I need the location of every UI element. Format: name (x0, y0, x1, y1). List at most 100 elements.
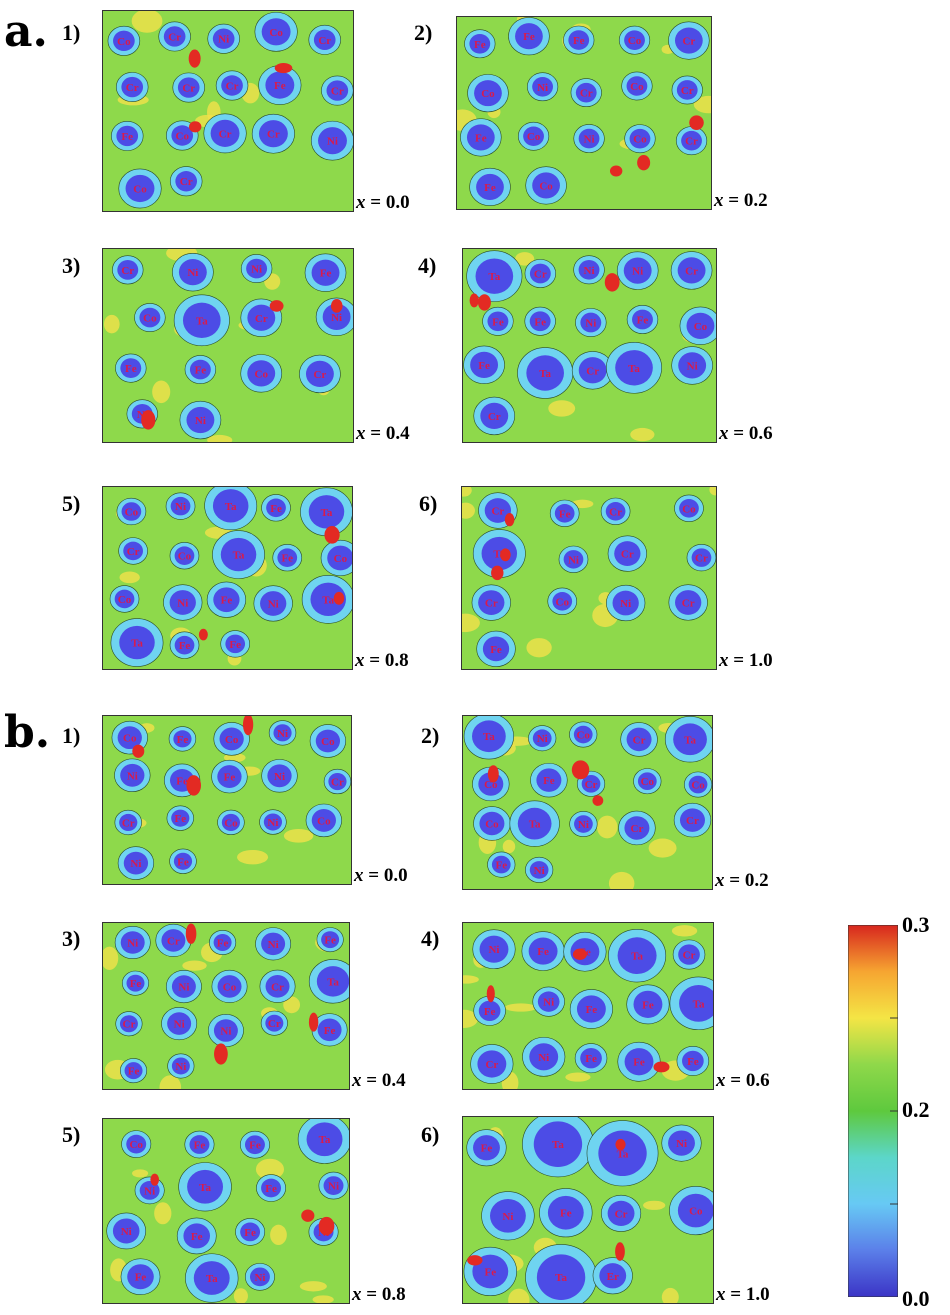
atom-label: Fe (244, 1227, 256, 1239)
composition-variable: x (719, 423, 729, 444)
atom-label: Ta (483, 731, 495, 743)
atom-label: Fe (121, 131, 133, 143)
atom-core (626, 76, 648, 96)
atom-label: Ni (268, 598, 279, 610)
atom-core (580, 1048, 602, 1069)
atom-core (316, 966, 349, 997)
atom-core (578, 128, 600, 149)
atom-label: Ni (584, 134, 595, 146)
atom-label: Cr (633, 734, 646, 746)
high-density-pocket (615, 1138, 626, 1151)
atom-label: Ta (199, 1182, 211, 1194)
atom-core (574, 815, 593, 833)
atom-label: Ni (177, 597, 188, 609)
colorbar-tick-bottom: 0.0 (902, 1286, 930, 1311)
atom-core (123, 541, 143, 561)
atom-label: Co (129, 1139, 143, 1151)
panel-number: 5) (62, 491, 81, 516)
atom-label: Fe (281, 553, 293, 565)
atom-core (182, 302, 221, 339)
high-density-pocket (572, 948, 587, 960)
atom-label: Ta (131, 638, 143, 650)
atom-core (187, 1169, 224, 1204)
atom-core (668, 1130, 695, 1156)
atom-core (633, 990, 663, 1018)
density-hotspot (661, 1287, 679, 1303)
atom-core (673, 723, 707, 756)
atom-core (119, 625, 155, 660)
atom-label: Cr (122, 817, 135, 829)
atom-core (575, 82, 597, 103)
high-density-pocket (604, 273, 620, 292)
atom-label: Fe (490, 644, 502, 656)
atom-label: Cr (631, 823, 644, 835)
atom-label: Cr (685, 265, 698, 277)
atom-label: Ni (187, 267, 198, 279)
atom-label: Fe (492, 316, 504, 328)
section-a-label: a. (4, 6, 48, 57)
atom-label: Cr (331, 777, 344, 789)
composition-value: = 0.0 (363, 865, 408, 886)
composition-value: = 0.8 (364, 650, 409, 671)
atom-label: Ta (693, 998, 705, 1010)
atom-label: Ni (620, 598, 631, 610)
atom-core (171, 809, 190, 827)
atom-label: Cr (586, 365, 599, 377)
atom-label: Fe (485, 1266, 497, 1278)
atom-core (246, 258, 268, 279)
atom-label: Cr (686, 815, 699, 827)
atom-label: Cr (267, 129, 280, 141)
atom-core (171, 125, 194, 146)
charge-density-plot: Co Fe Co Ni Co Ni Fe Fe Ni Cr Cr Fe Co Ni Co Ni Fe (103, 716, 351, 884)
atom-core (170, 496, 191, 516)
charge-density-map: Fe Ta Ta Ni Ni Fe Cr Co Fe Ta Er (462, 1116, 714, 1304)
atom-label: Cr (123, 1019, 136, 1031)
atom-core (529, 861, 549, 879)
atom-label: Ni (502, 1211, 513, 1223)
atom-core (161, 929, 186, 952)
charge-density-map: Co Ni Ta Fe Ta Cr Co Ta Fe Co Co Ni Fe Ni Ta Ta Fe Fe (102, 486, 353, 670)
atom-label: Cr (168, 31, 181, 43)
atom-label: Fe (475, 132, 487, 144)
atom-core (121, 76, 144, 98)
atom-core (120, 763, 145, 787)
atom-core (529, 263, 551, 284)
atom-core (213, 587, 240, 613)
high-density-pocket (491, 565, 504, 581)
high-density-pocket (274, 63, 293, 74)
atom-label: Cr (580, 88, 593, 100)
atom-core (174, 635, 195, 655)
composition-label: x = 0.0 (354, 865, 408, 887)
panel-number: 5) (62, 1122, 81, 1147)
atom-label: Co (641, 776, 655, 788)
atom-core (580, 312, 602, 333)
atom-label: Cr (318, 35, 331, 47)
atom-label: Ni (267, 817, 278, 829)
composition-value: = 0.8 (361, 1284, 406, 1305)
atom-core (124, 1062, 143, 1080)
atom-label: Ni (218, 34, 229, 46)
atom-core (267, 764, 292, 788)
atom-core (193, 1261, 230, 1295)
atom-label: Ni (687, 360, 698, 372)
atom-label: Ni (584, 265, 595, 277)
atom-label: Ni (127, 938, 138, 950)
atom-label: Co (628, 35, 642, 47)
density-hotspot (119, 571, 140, 584)
atom-label: Cr (226, 81, 239, 93)
atom-label: Co (633, 134, 647, 146)
atom-label: Co (321, 736, 335, 748)
panel-number: 4) (418, 253, 437, 278)
atom-core (677, 257, 706, 284)
atom-core (167, 1012, 192, 1035)
atom-core (477, 1050, 507, 1078)
high-density-pocket (330, 298, 343, 313)
atom-core (219, 727, 244, 751)
atom-label: Co (123, 733, 137, 745)
atom-label: Ni (274, 771, 285, 783)
atom-core (615, 350, 653, 386)
atom-core (476, 173, 504, 201)
density-hotspot (693, 95, 711, 114)
atom-label: Fe (324, 1025, 336, 1037)
atom-label: Fe (221, 595, 233, 607)
